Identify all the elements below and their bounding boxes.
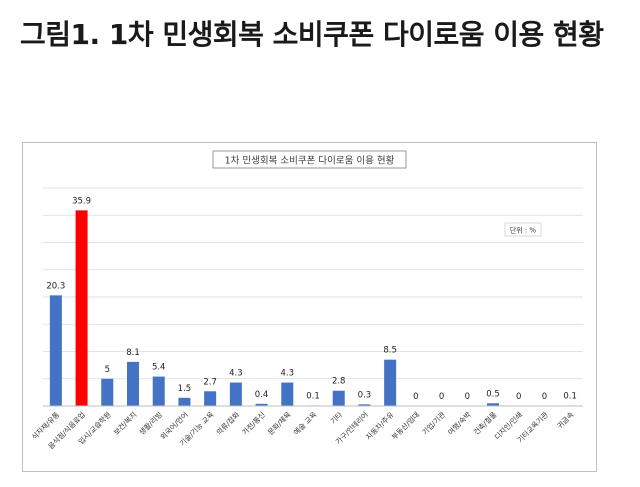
bar-value-label: 5 [105,365,110,375]
bar [358,404,371,406]
bar-value-label: 0.3 [358,390,372,400]
value-labels: 20.3 35.9 5 8.1 5.4 1.5 2.7 4.3 0.4 4.3 0.1 2.8 0.3 8… [46,196,577,402]
bar-value-label: 5.4 [152,363,166,373]
category-label: 여행/숙박 [446,410,473,437]
chart-title: 1차 민생회복 소비쿠폰 다이로움 이용 현황 [225,155,395,167]
bar-value-label: 0 [542,392,547,402]
bar-value-label: 4.3 [281,369,295,379]
bar-value-label: 0 [516,392,521,402]
bar-chart: 1차 민생회복 소비쿠폰 다이로움 이용 현황 단위 : % 20.3 35.9 5… [30,150,583,451]
bar-value-label: 0 [413,392,418,402]
bar-value-label: 0.4 [255,390,269,400]
bar [487,403,499,406]
bar-value-label: 0 [465,392,470,402]
unit-note-frame [504,222,542,237]
bars [49,210,577,406]
chart-frame: 1차 민생회복 소비쿠폰 다이로움 이용 현황 단위 : % 20.3 35.9 5… [22,142,597,472]
category-label: 기타 [328,410,344,426]
category-label: 부동산/임대 [390,410,421,441]
category-label: 기업/기관 [420,410,447,437]
gridlines [43,187,583,380]
bar [49,295,62,406]
unit-note: 단위 : % [510,226,537,235]
category-label: 의류/잡화 [214,410,241,437]
bar [384,359,397,406]
bar [178,397,191,406]
bar [152,376,165,406]
bar-value-label: 2.7 [203,377,217,387]
bar [101,378,114,406]
category-label: 문화/체육 [266,410,293,437]
bar [281,382,294,406]
bar [127,361,139,406]
category-label: 귀금속 [555,410,576,431]
bar-value-label: 20.3 [46,281,65,291]
bar-value-label: 35.9 [72,196,91,206]
category-label: 예술 교육 [292,410,319,437]
bar-value-label: 8.1 [126,348,140,358]
chart-title-box: 1차 민생회복 소비쿠폰 다이로움 이용 현황 [212,150,407,169]
bar [204,391,217,406]
bar-value-label: 0.5 [486,389,500,399]
page-heading: 그림1. 1차 민생회복 소비쿠폰 다이로움 이용 현황 [20,18,604,51]
bar-value-label: 2.8 [332,377,346,387]
bar [75,210,88,406]
bar-value-label: 1.5 [178,384,192,394]
category-label: 가전/통신 [240,410,267,437]
bar [229,382,242,406]
bar [332,390,345,406]
bar [255,403,268,406]
category-label: 보건/복지 [112,410,139,437]
chart-title-frame [212,150,407,169]
bar-value-label: 0.1 [563,391,577,401]
bar-value-label: 8.5 [383,346,397,356]
bar-value-label: 4.3 [229,369,243,379]
bar-value-label: 0 [439,392,444,402]
category-labels: 식자재/유통음식점/식음료업입시/교습학원보건/복지생활/리빙외국어/언어기술/… [30,410,576,451]
unit-note-box: 단위 : % [504,222,542,237]
bar-value-label: 0.1 [306,391,320,401]
